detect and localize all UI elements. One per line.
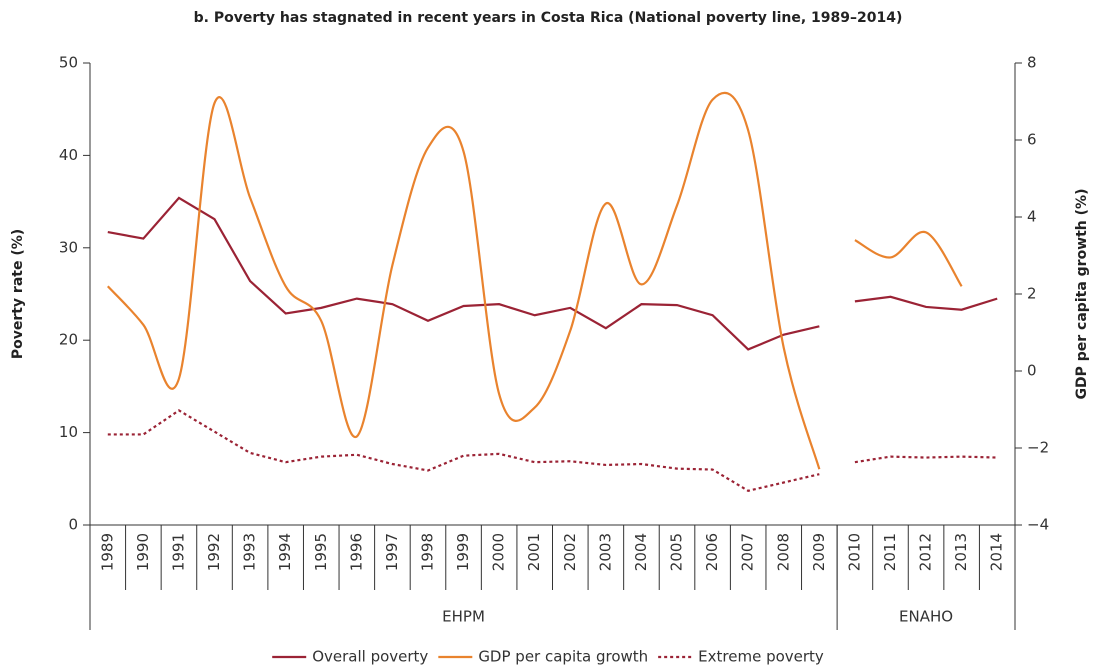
x-tick-label: 2010 [845,533,863,571]
y-tick-label: 50 [59,54,78,72]
x-tick-label: 1999 [454,533,472,571]
y-tick-label: 0 [68,516,78,534]
x-tick-label: 2009 [810,533,828,571]
chart-title: b. Poverty has stagnated in recent years… [194,10,903,26]
series-line [107,196,820,351]
x-tick-label: 1995 [312,533,330,571]
x-tick-label: 1993 [241,533,259,571]
y2-tick-label: 4 [1027,208,1037,226]
series-line [854,455,998,464]
y-tick-label: 30 [59,238,78,256]
x-tick-label: 1990 [134,533,152,571]
x-tick-label: 1997 [383,533,401,571]
legend-label: Extreme poverty [698,648,824,666]
x-tick-label: 2013 [952,533,970,571]
y-tick-label: 20 [59,331,78,349]
y-tick-label: 40 [59,146,78,164]
x-tick-label: 2003 [596,533,614,571]
y2-tick-label: 0 [1027,362,1037,380]
x-tick-label: 1991 [169,533,187,571]
x-tick-label: 2007 [739,533,757,571]
y2-tick-label: 2 [1027,285,1037,303]
x-tick-label: 1992 [205,533,223,571]
x-tick-label: 1994 [276,533,294,571]
series-line [854,230,963,287]
group-label: ENAHO [899,608,953,626]
x-tick-label: 2000 [490,533,508,571]
y-axis-title: Poverty rate (%) [10,229,26,359]
y2-axis-title: GDP per capita growth (%) [1074,189,1090,400]
series-line [106,91,821,470]
x-tick-label: 2005 [668,533,686,571]
x-tick-label: 2006 [703,533,721,571]
x-tick-label: 2002 [561,533,579,571]
legend-label: GDP per capita growth [478,648,648,666]
x-tick-label: 2008 [774,533,792,571]
y2-tick-label: 8 [1027,54,1037,72]
x-tick-label: 2011 [881,533,899,571]
series-line [107,409,820,492]
legend-label: Overall poverty [312,648,428,666]
x-tick-label: 1998 [418,533,436,571]
series-line [854,295,998,311]
y2-tick-label: 6 [1027,131,1037,149]
y-tick-label: 10 [59,423,78,441]
x-tick-label: 2004 [632,533,650,571]
x-tick-label: 1996 [347,533,365,571]
group-label: EHPM [442,608,485,626]
y2-tick-label: −2 [1027,439,1049,457]
x-tick-label: 2012 [917,533,935,571]
x-tick-label: 2014 [988,533,1006,571]
x-tick-label: 1989 [98,533,116,571]
y2-tick-label: −4 [1027,516,1049,534]
x-tick-label: 2001 [525,533,543,571]
